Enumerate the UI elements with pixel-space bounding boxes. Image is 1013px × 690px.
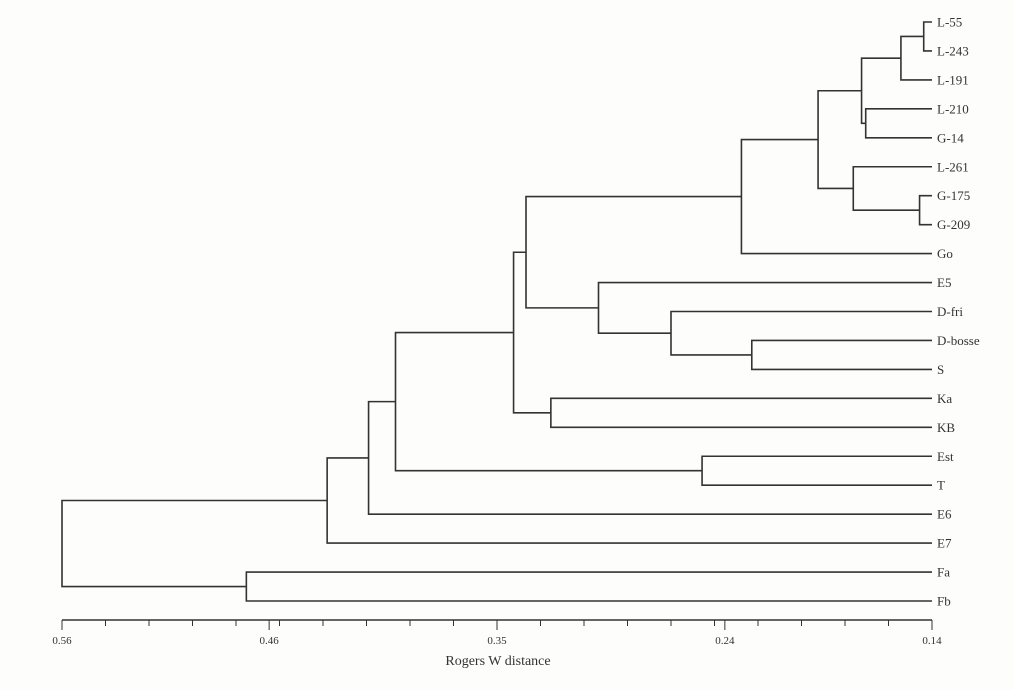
axis-tick-label: 0.56 [52, 635, 72, 647]
dendrogram-branch [550, 397, 932, 429]
leaf-label: L-191 [937, 72, 969, 87]
axis-tick-label: 0.24 [715, 635, 735, 647]
leaf-label: E6 [937, 507, 952, 522]
leaf-label: Go [937, 246, 953, 261]
axis-tick-label: 0.14 [922, 635, 942, 647]
leaf-label: Ka [937, 391, 952, 406]
dendrogram-branch [860, 57, 901, 125]
axis-tick-label: 0.35 [487, 635, 507, 647]
dendrogram-branch [394, 331, 703, 472]
dendrogram-branch [525, 195, 742, 309]
distance-axis: 0.56 0.46 0.35 0.24 0.14 [52, 619, 942, 647]
dendrogram-branch [817, 89, 862, 190]
dendrogram-branch [750, 339, 932, 371]
dendrogram-branch [670, 310, 932, 356]
dendrogram-branch [597, 281, 932, 335]
leaf-label: L-261 [937, 159, 969, 174]
leaf-label: G-209 [937, 217, 970, 232]
dendrogram-branch [900, 35, 932, 81]
leaf-label: L-243 [937, 43, 969, 58]
dendrogram-branch [922, 21, 932, 52]
dendrogram-branches [61, 21, 932, 602]
leaf-label: Fb [937, 594, 951, 609]
dendrogram-branch [326, 457, 932, 544]
leaf-label: T [937, 478, 945, 493]
leaf-label: Est [937, 449, 954, 464]
dendrogram-branch [918, 194, 932, 226]
dendrogram-branch [245, 571, 932, 602]
dendrogram-branch [367, 400, 932, 515]
leaf-label: S [937, 362, 944, 377]
leaf-label: G-14 [937, 130, 964, 145]
axis-tick-label: 0.46 [260, 635, 280, 647]
leaf-label: KB [937, 420, 955, 435]
leaf-labels: L-55 L-243 L-191 L-210 G-14 L-261 G-175 G-209 Go… [937, 15, 980, 609]
leaf-label: E7 [937, 536, 952, 551]
leaf-label: Fa [937, 565, 950, 580]
leaf-label: D-bosse [937, 333, 980, 348]
leaf-label: L-210 [937, 101, 969, 116]
leaf-label: L-55 [937, 15, 962, 30]
axis-title: Rogers W distance [445, 654, 550, 669]
leaf-label: D-fri [937, 304, 963, 319]
dendrogram-branch [740, 138, 932, 255]
dendrogram-branch [864, 108, 932, 139]
dendrogram-branch [61, 499, 328, 588]
dendrogram-branch [512, 251, 551, 414]
leaf-label: E5 [937, 275, 951, 290]
leaf-label: G-175 [937, 188, 970, 203]
dendrogram-branch [701, 455, 932, 486]
dendrogram-branch [852, 165, 932, 211]
